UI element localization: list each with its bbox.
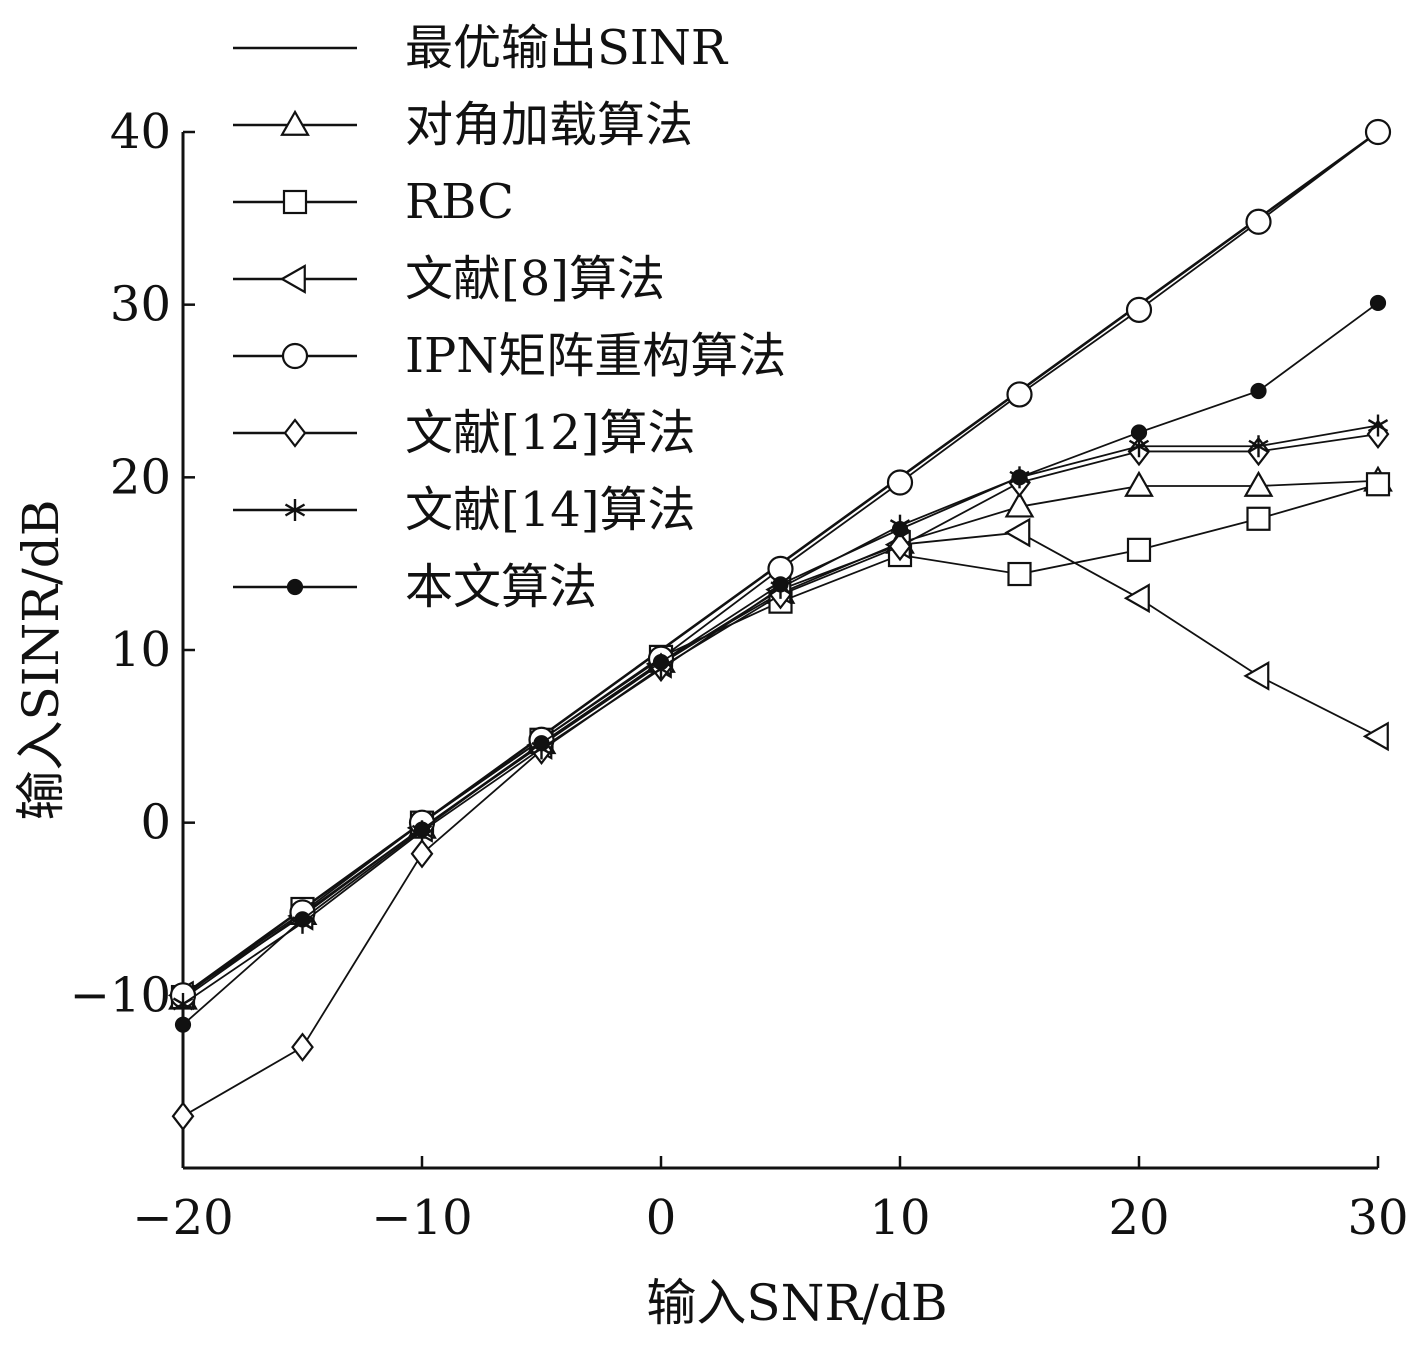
- legend-marker: [280, 109, 310, 136]
- legend-label: 文献[12]算法: [405, 405, 696, 461]
- legend-label: IPN矩阵重构算法: [405, 328, 786, 384]
- legend-label: 最优输出SINR: [405, 20, 729, 76]
- data-point: [888, 531, 912, 562]
- data-point: [291, 1032, 314, 1062]
- legend-marker: [281, 342, 309, 370]
- data-point: [772, 576, 789, 593]
- y-tick-label: 30: [110, 277, 171, 333]
- legend-entry: 本文算法: [233, 559, 597, 615]
- series-line: [182, 424, 1379, 1005]
- series-layer: [167, 118, 1393, 1132]
- legend-label: 对角加载算法: [405, 97, 693, 153]
- legend-marker: [286, 578, 304, 596]
- legend-entry: RBC: [233, 174, 514, 230]
- data-point: [1004, 491, 1035, 518]
- data-point: [1364, 118, 1392, 146]
- data-point: [891, 521, 909, 538]
- data-point: [1004, 517, 1031, 548]
- data-point: [1011, 469, 1028, 486]
- legend-marker: [284, 499, 306, 521]
- series-2: [170, 472, 1391, 1010]
- legend-entry: 最优输出SINR: [233, 20, 729, 76]
- legend-marker: [279, 264, 306, 294]
- data-point: [410, 838, 434, 869]
- data-point: [1243, 661, 1270, 691]
- legend-marker: [282, 189, 308, 215]
- legend-label: 本文算法: [405, 559, 597, 615]
- series-line: [182, 302, 1379, 1026]
- data-point: [1130, 424, 1148, 441]
- y-tick-label: 20: [110, 449, 171, 505]
- data-point: [1124, 470, 1154, 497]
- series-6: [172, 414, 1389, 1015]
- series-5: [171, 419, 1390, 1132]
- x-tick-label: 20: [1108, 1190, 1169, 1246]
- data-point: [533, 735, 550, 752]
- data-point: [1365, 472, 1391, 497]
- axes: −10 0 10 20 30 40 −20 −10 0 10 20 30: [70, 104, 1409, 1246]
- x-axis-label: 输入SNR/dB: [646, 1274, 947, 1332]
- x-tick-label: 0: [646, 1190, 677, 1246]
- x-tick-label: −10: [371, 1190, 472, 1246]
- series-4: [169, 118, 1392, 1009]
- data-point: [886, 469, 914, 496]
- series-1: [168, 465, 1393, 1010]
- data-point: [171, 1101, 195, 1132]
- series-line: [182, 433, 1379, 1117]
- data-point: [1125, 296, 1153, 323]
- legend-label: 文献[8]算法: [405, 251, 665, 307]
- series-7: [174, 294, 1387, 1033]
- y-tick-label: 40: [110, 104, 171, 160]
- legend-marker: [283, 418, 307, 448]
- data-point: [174, 1016, 192, 1033]
- legend-entry: 文献[8]算法: [233, 251, 665, 307]
- data-point: [1006, 381, 1033, 408]
- data-point: [1243, 470, 1274, 497]
- y-tick-label: −10: [70, 967, 171, 1023]
- data-point: [1126, 537, 1152, 562]
- data-point: [1246, 506, 1271, 531]
- legend-entry: 文献[14]算法: [233, 482, 696, 538]
- data-point: [1369, 294, 1387, 312]
- legend-entry: 对角加载算法: [233, 97, 693, 153]
- data-point: [1362, 721, 1389, 752]
- data-point: [1248, 435, 1269, 458]
- legend-entry: IPN矩阵重构算法: [233, 328, 786, 384]
- data-point: [1123, 583, 1150, 614]
- data-point: [1367, 414, 1389, 437]
- x-tick-label: 30: [1347, 1190, 1408, 1246]
- y-axis-label: 输入SINR/dB: [12, 500, 70, 821]
- legend: 最优输出SINR 对角加载算法 RBC 文献[8]算法 IPN矩阵重构算法文献[12]算…: [233, 20, 786, 615]
- data-point: [652, 653, 670, 671]
- y-tick-label: 0: [140, 795, 171, 851]
- legend-label: RBC: [405, 174, 514, 230]
- data-point: [1250, 382, 1267, 400]
- data-point: [1007, 561, 1032, 587]
- data-point: [1245, 208, 1272, 235]
- x-tick-label: −20: [132, 1190, 233, 1246]
- data-point: [413, 821, 431, 838]
- legend-entry: 文献[12]算法: [233, 405, 696, 461]
- legend-label: 文献[14]算法: [405, 482, 696, 538]
- x-tick-label: 10: [869, 1190, 930, 1246]
- data-point: [172, 992, 194, 1015]
- data-point: [294, 911, 311, 928]
- y-tick-label: 10: [110, 622, 171, 678]
